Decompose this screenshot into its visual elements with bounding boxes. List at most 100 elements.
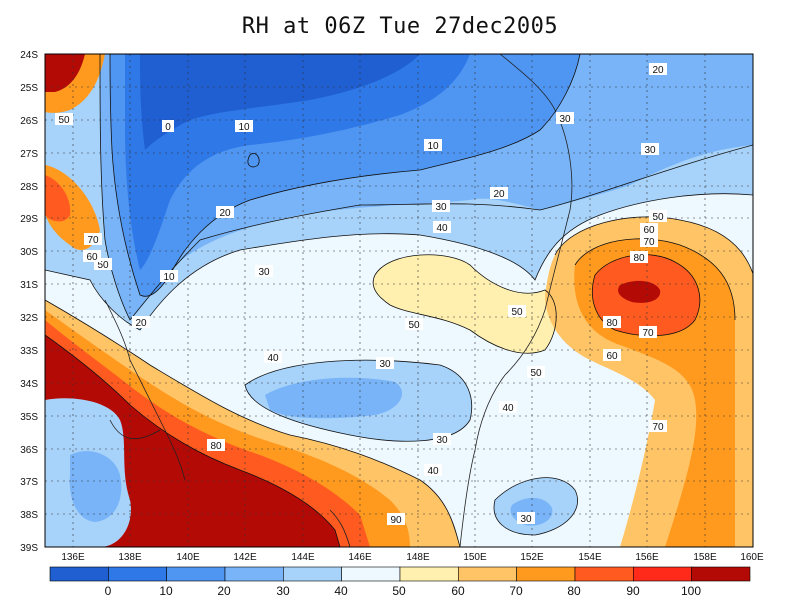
contour-label: 50 (408, 320, 420, 331)
colorbar-label: 40 (334, 584, 348, 598)
colorbar-labels: 0 10 20 30 40 50 60 70 80 90 100 (105, 584, 702, 598)
contour-label: 70 (642, 328, 654, 339)
colorbar-label: 90 (626, 584, 640, 598)
colorbar-swatch (341, 566, 401, 582)
contour-label: 20 (493, 189, 505, 200)
lat-label: 38S (20, 510, 38, 521)
colorbar-swatch (283, 566, 342, 582)
contour-label: 30 (258, 267, 270, 278)
contour-label: 40 (502, 403, 514, 414)
lat-label: 35S (20, 412, 38, 423)
contour-label: 70 (652, 422, 664, 433)
rh-band-90-100-east (618, 280, 661, 303)
lon-label: 142E (233, 552, 257, 563)
colorbar-swatch (49, 566, 109, 582)
contour-label: 80 (606, 318, 618, 329)
map-frame (44, 53, 754, 548)
contour-label: 70 (87, 235, 99, 246)
colorbar-swatch (108, 566, 167, 582)
lat-axis: 24S 25S 26S 27S 28S 29S 30S 31S 32S 33S … (20, 50, 38, 554)
contour-label: 20 (135, 318, 147, 329)
contour-label: 30 (520, 514, 532, 525)
lat-label: 29S (20, 214, 38, 225)
rh-pocket-20 (265, 377, 403, 419)
rh-nw-patch-90 (45, 54, 85, 92)
rh-band-50-60 (373, 254, 557, 354)
colorbar-swatch (574, 566, 634, 582)
contour-label: 50 (530, 368, 542, 379)
lon-label: 148E (406, 552, 430, 563)
lon-label: 144E (291, 552, 315, 563)
rh-field (45, 54, 753, 547)
colorbar (49, 566, 751, 582)
lon-label: 140E (176, 552, 200, 563)
contour-label: 70 (643, 237, 655, 248)
contour-label: 60 (643, 225, 655, 236)
colorbar-swatch (224, 566, 284, 582)
lat-label: 36S (20, 445, 38, 456)
lat-label: 25S (20, 83, 38, 94)
lon-label: 146E (348, 552, 372, 563)
rh-w-patch-80 (45, 175, 71, 222)
lat-label: 33S (20, 346, 38, 357)
colorbar-swatch (399, 566, 459, 582)
contour-label: 80 (633, 253, 645, 264)
rh-band-below-0 (140, 54, 420, 150)
contour-label: 40 (427, 466, 439, 477)
contour-label: 50 (652, 212, 664, 223)
contour-label: 20 (652, 65, 664, 76)
contour-label: 40 (436, 223, 448, 234)
lat-label: 30S (20, 247, 38, 258)
colorbar-label: 10 (159, 584, 173, 598)
lon-label: 158E (693, 552, 717, 563)
contour-label: 20 (219, 208, 231, 219)
contour-label: 30 (559, 114, 571, 125)
contour-label: 50 (511, 307, 523, 318)
grid-lines (45, 54, 753, 547)
colorbar-label: 80 (567, 584, 581, 598)
lon-label: 156E (635, 552, 659, 563)
contour-label: 50 (97, 260, 109, 271)
lon-label: 154E (578, 552, 602, 563)
lon-label: 136E (61, 552, 85, 563)
lat-label: 27S (20, 149, 38, 160)
contour-label: 10 (163, 272, 175, 283)
colorbar-swatch (516, 566, 576, 582)
lon-label: 152E (520, 552, 544, 563)
contour-label: 30 (379, 359, 391, 370)
colorbar-swatch (458, 566, 517, 582)
contour-label: 0 (165, 122, 171, 133)
contour-label: 30 (435, 202, 447, 213)
lon-label: 150E (463, 552, 487, 563)
rh-pocket-sw-20 (69, 451, 122, 522)
colorbar-label: 100 (681, 584, 701, 598)
lon-axis: 136E 138E 140E 142E 144E 146E 148E 150E … (61, 552, 764, 563)
colorbar-label: 0 (105, 584, 112, 598)
lat-label: 32S (20, 313, 38, 324)
lon-label: 138E (118, 552, 142, 563)
lat-label: 31S (20, 280, 38, 291)
contour-label: 10 (238, 122, 250, 133)
colorbar-label: 20 (217, 584, 231, 598)
coastline-south (104, 299, 351, 547)
colorbar-label: 70 (509, 584, 523, 598)
lon-label: 160E (740, 552, 764, 563)
contour-label: 30 (644, 145, 656, 156)
colorbar-swatch (633, 566, 692, 582)
colorbar-label: 60 (451, 584, 465, 598)
contour-label: 80 (210, 441, 222, 452)
contour-label: 40 (267, 353, 279, 364)
colorbar-swatch (691, 566, 751, 582)
colorbar-label: 50 (392, 584, 406, 598)
lat-label: 37S (20, 477, 38, 488)
map-title: RH at 06Z Tue 27dec2005 (241, 14, 559, 39)
contour-label: 60 (606, 351, 618, 362)
colorbar-label: 30 (276, 584, 290, 598)
lat-label: 34S (20, 379, 38, 390)
contour-label: 50 (58, 115, 70, 126)
lat-label: 39S (20, 543, 38, 554)
contour-label: 90 (390, 515, 402, 526)
lat-label: 24S (20, 50, 38, 61)
lat-label: 28S (20, 182, 38, 193)
